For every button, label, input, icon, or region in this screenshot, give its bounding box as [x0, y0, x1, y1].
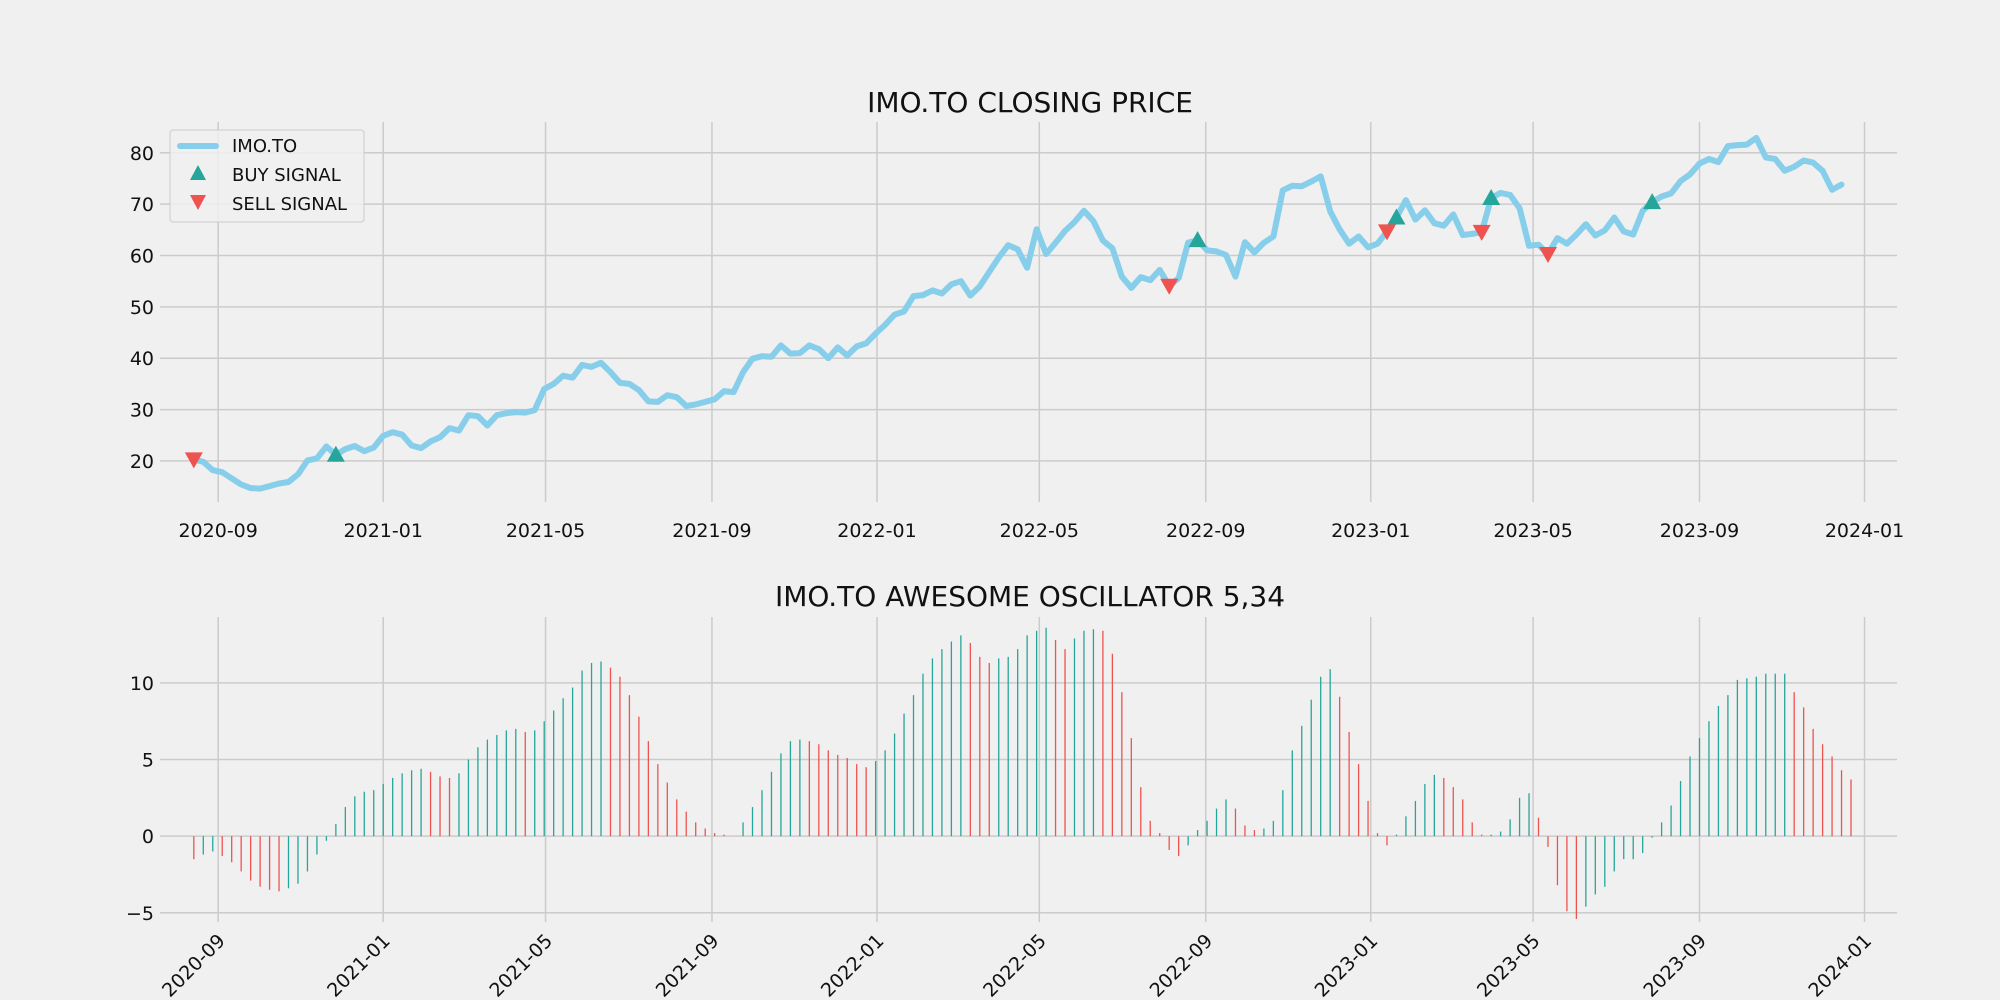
price-y-tick-label: 20: [130, 451, 154, 473]
oscillator-y-tick-label: 5: [142, 750, 154, 772]
price-y-tick-label: 70: [130, 194, 154, 216]
price-chart-title: IMO.TO CLOSING PRICE: [867, 86, 1193, 119]
sell-signal-triangle-icon: [1472, 224, 1491, 241]
buy-signal-triangle-icon: [1482, 189, 1501, 205]
buy-signal-triangle-icon: [326, 445, 345, 462]
price-y-tick-label: 40: [130, 348, 154, 370]
oscillator-y-tick-label: −5: [126, 903, 154, 925]
price-x-tick-label: 2022-05: [1000, 520, 1079, 542]
price-grid: [160, 122, 1897, 502]
oscillator-bars: [193, 627, 1852, 919]
legend-sell-triangle-icon: [190, 195, 206, 210]
oscillator-y-tick-label: 10: [130, 673, 154, 695]
price-x-tick-label: 2022-09: [1166, 520, 1245, 542]
price-x-tick-label: 2024-01: [1825, 520, 1904, 542]
buy-signal-triangle-icon: [1188, 231, 1207, 248]
price-x-tick-label: 2023-05: [1493, 520, 1572, 542]
price-y-ticks: 20 30 40 50 60 70 80: [130, 143, 154, 473]
legend-label-sell: SELL SIGNAL: [232, 194, 347, 215]
buy-signal-triangle-icon: [1643, 193, 1662, 210]
price-x-ticks: 2020-09 2021-01 2021-05 2021-09 2022-01 2022-…: [178, 520, 1904, 542]
oscillator-grid: [160, 617, 1897, 922]
price-x-tick-label: 2022-01: [837, 520, 916, 542]
price-y-tick-label: 60: [130, 246, 154, 268]
price-y-tick-label: 80: [130, 143, 154, 165]
legend-label-buy: BUY SIGNAL: [232, 165, 341, 186]
price-legend: IMO.TO BUY SIGNAL SELL SIGNAL: [169, 129, 365, 223]
legend-frame: [169, 129, 365, 223]
oscillator-y-ticks: −5 0 5 10: [126, 673, 154, 925]
buy-signal-markers: [326, 189, 1662, 462]
price-x-tick-label: 2020-09: [178, 520, 257, 542]
price-series-line: [190, 134, 1845, 492]
sell-signal-triangle-icon: [1538, 246, 1557, 263]
sell-signal-triangle-icon: [184, 452, 203, 469]
sell-signal-markers: [184, 224, 1557, 469]
price-x-tick-label: 2023-01: [1331, 520, 1410, 542]
oscillator-y-tick-label: 0: [142, 826, 154, 848]
buy-signal-triangle-icon: [1387, 208, 1406, 225]
price-y-tick-label: 30: [130, 400, 154, 422]
sell-signal-triangle-icon: [1377, 224, 1396, 241]
legend-buy-triangle-icon: [190, 165, 206, 180]
legend-label-price: IMO.TO: [232, 136, 297, 157]
price-y-tick-label: 50: [130, 297, 154, 319]
price-x-tick-label: 2021-01: [344, 520, 423, 542]
price-chart-panel: IMO.TO CLOSING PRICE 20 30 40 50 60 70 80 2020…: [130, 86, 1904, 542]
price-x-tick-label: 2021-09: [672, 520, 751, 542]
sell-signal-triangle-icon: [1160, 278, 1179, 295]
price-x-tick-label: 2023-09: [1660, 520, 1739, 542]
oscillator-chart-title: IMO.TO AWESOME OSCILLATOR 5,34: [775, 580, 1285, 613]
price-x-tick-label: 2021-05: [506, 520, 585, 542]
